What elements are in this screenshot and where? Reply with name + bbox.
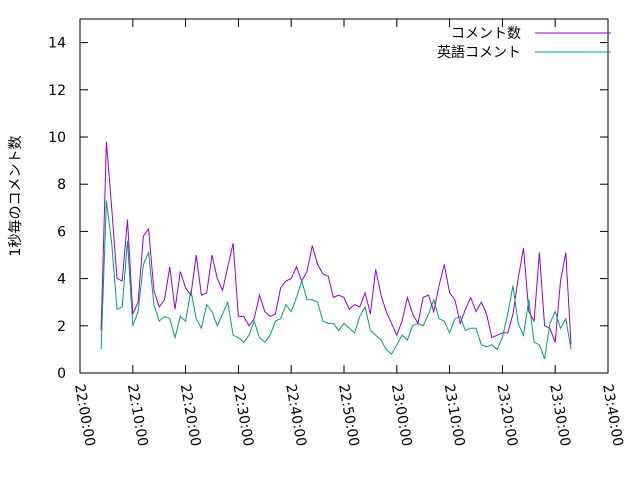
x-tick-label: 23:20:00	[493, 383, 520, 448]
x-tick-label: 22:50:00	[335, 383, 362, 448]
y-tick-label: 12	[48, 83, 66, 99]
series-line	[100, 200, 572, 359]
series-line	[100, 141, 572, 345]
x-tick-label: 22:10:00	[124, 383, 151, 448]
y-tick-label: 10	[48, 130, 66, 146]
legend-label: 英語コメント	[437, 44, 521, 61]
x-tick-label: 23:00:00	[388, 383, 415, 448]
x-tick-label: 22:30:00	[229, 383, 256, 448]
y-tick-label: 8	[57, 177, 66, 193]
x-tick-label: 22:20:00	[177, 383, 204, 448]
y-tick-label: 14	[48, 36, 66, 52]
x-tick-label: 22:40:00	[282, 383, 309, 448]
x-tick-label: 23:10:00	[441, 383, 468, 448]
legend-label: コメント数	[451, 26, 521, 42]
x-tick-label: 23:40:00	[599, 383, 626, 448]
y-tick-label: 6	[57, 224, 66, 240]
y-tick-label: 4	[57, 272, 66, 288]
x-tick-label: 22:00:00	[71, 383, 98, 448]
y-tick-label: 0	[57, 366, 66, 382]
x-tick-label: 23:30:00	[546, 383, 573, 448]
y-axis-label: 1秒毎のコメント数	[8, 136, 24, 257]
y-tick-label: 2	[57, 319, 66, 335]
